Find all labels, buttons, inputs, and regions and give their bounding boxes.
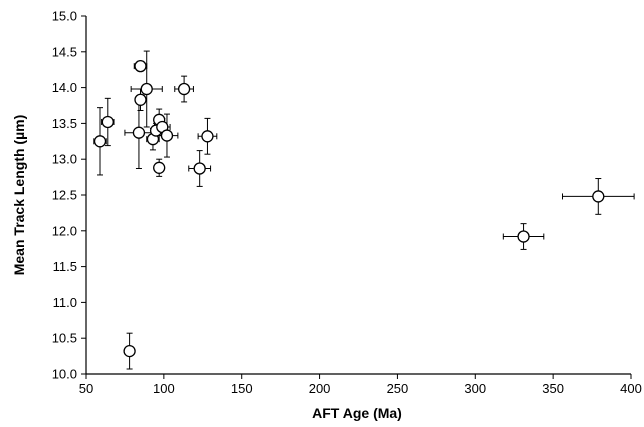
data-point: [592, 190, 605, 203]
y-tick-label: 15.0: [52, 9, 77, 24]
y-tick-label: 10.5: [52, 331, 77, 346]
y-axis-title: Mean Track Length (µm): [11, 115, 27, 276]
x-tick-label: 200: [309, 381, 331, 396]
data-point: [134, 59, 147, 73]
x-tick-label: 150: [231, 381, 253, 396]
y-tick-label: 10.0: [52, 367, 77, 382]
y-axis-ticks: 10.0 10.5 11.0 11.5 12.0 12.5 13.0 13.5 14.0 14.5…: [52, 9, 86, 382]
y-tick-label: 12.0: [52, 223, 77, 238]
y-tick-label: 11.0: [53, 295, 77, 310]
data-point: [193, 162, 206, 175]
data-point: [177, 82, 191, 96]
data-point: [101, 115, 114, 129]
y-tick-label: 14.0: [52, 80, 77, 95]
y-tick-label: 11.5: [53, 259, 77, 274]
y-tick-label: 14.5: [52, 44, 77, 59]
x-tick-label: 350: [542, 381, 564, 396]
x-axis-title: AFT Age (Ma): [312, 405, 402, 421]
data-point: [201, 130, 214, 143]
y-tick-label: 13.5: [52, 116, 77, 131]
y-tick-label: 12.5: [52, 188, 77, 203]
data-point: [140, 82, 153, 96]
x-tick-label: 50: [79, 381, 93, 396]
y-tick-label: 13.0: [52, 152, 77, 167]
data-point: [93, 135, 107, 148]
data-point: [123, 344, 136, 358]
data-points: [93, 59, 605, 358]
data-point: [134, 93, 147, 106]
data-point: [153, 161, 166, 174]
x-tick-label: 300: [464, 381, 486, 396]
error-bars: [93, 50, 635, 370]
data-point: [517, 230, 530, 243]
x-tick-label: 400: [620, 381, 642, 396]
data-point: [132, 126, 146, 139]
x-tick-label: 100: [153, 381, 175, 396]
x-tick-label: 250: [387, 381, 409, 396]
axes: [85, 16, 631, 375]
data-point: [160, 129, 174, 142]
x-axis-ticks: 50 100 150 200 250 300 350 400: [79, 374, 642, 396]
